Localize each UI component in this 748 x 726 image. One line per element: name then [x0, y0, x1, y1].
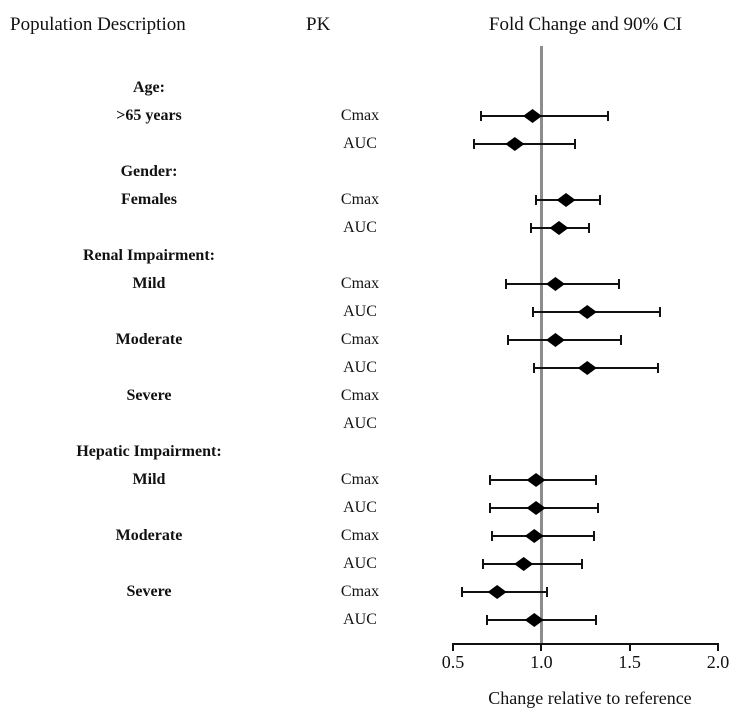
- population-label: Moderate: [115, 527, 183, 544]
- ci-cap: [485, 615, 488, 625]
- pk-label: AUC: [343, 359, 377, 376]
- population-label: Mild: [132, 275, 166, 292]
- x-axis-tick: [540, 643, 543, 651]
- pk-label: AUC: [343, 499, 377, 516]
- point-estimate-diamond: [549, 221, 569, 235]
- point-estimate-diamond: [526, 473, 546, 487]
- ci-cap: [595, 475, 598, 485]
- ci-cap: [490, 531, 493, 541]
- pk-label: Cmax: [340, 107, 380, 124]
- pk-label: Cmax: [340, 331, 380, 348]
- ci-error-bar: [481, 115, 609, 117]
- pk-label: Cmax: [340, 387, 380, 404]
- ci-cap: [545, 587, 548, 597]
- point-estimate-diamond: [523, 109, 542, 123]
- population-label: Severe: [126, 583, 172, 600]
- pk-label: AUC: [343, 611, 377, 628]
- ci-cap: [595, 615, 598, 625]
- population-label: >65 years: [116, 107, 182, 124]
- group-header-label: Renal Impairment:: [83, 247, 215, 264]
- point-estimate-diamond: [487, 585, 507, 599]
- point-estimate-diamond: [545, 333, 565, 347]
- ci-cap: [598, 195, 601, 205]
- ci-cap: [573, 139, 576, 149]
- x-axis-tick: [452, 643, 454, 651]
- ci-cap: [529, 223, 532, 233]
- point-estimate-diamond: [556, 193, 576, 207]
- ci-cap: [607, 111, 610, 121]
- ci-cap: [658, 307, 661, 317]
- ci-cap: [618, 279, 621, 289]
- x-axis-tick-label: 2.0: [706, 652, 730, 672]
- ci-cap: [596, 503, 599, 513]
- ci-cap: [505, 279, 507, 289]
- x-axis-tick-label: 1.5: [618, 652, 641, 672]
- ci-cap: [588, 223, 591, 233]
- pk-column-header: PK: [306, 14, 331, 35]
- population-label: Females: [121, 191, 177, 208]
- point-estimate-diamond: [514, 557, 534, 571]
- point-estimate-diamond: [526, 501, 546, 515]
- group-header-label: Age:: [133, 79, 165, 96]
- ci-cap: [619, 335, 622, 345]
- point-estimate-diamond: [524, 529, 544, 543]
- x-axis-tick: [628, 643, 631, 651]
- ci-cap: [531, 307, 534, 317]
- pk-label: Cmax: [340, 191, 380, 208]
- point-estimate-diamond: [545, 277, 565, 291]
- ci-cap: [489, 503, 492, 513]
- population-label: Mild: [132, 471, 166, 488]
- ci-cap: [482, 559, 485, 569]
- point-estimate-diamond: [524, 613, 544, 627]
- reference-line: [539, 46, 543, 643]
- ci-cap: [580, 559, 583, 569]
- pk-label: Cmax: [340, 471, 380, 488]
- ci-cap: [506, 335, 509, 345]
- ci-cap: [460, 587, 463, 597]
- ci-cap: [489, 475, 492, 485]
- x-axis-tick-label: 1.0: [530, 652, 553, 672]
- pk-label: AUC: [343, 415, 377, 432]
- point-estimate-diamond: [577, 305, 597, 319]
- pk-label: Cmax: [340, 275, 380, 292]
- x-axis-tick-label: 0.5: [441, 652, 465, 672]
- pk-label: AUC: [343, 555, 377, 572]
- ci-cap: [535, 195, 538, 205]
- point-estimate-diamond: [577, 361, 597, 375]
- pk-label: AUC: [343, 135, 377, 152]
- pk-label: Cmax: [340, 583, 380, 600]
- group-header-label: Gender:: [120, 163, 178, 180]
- population-column-header: Population Description: [10, 14, 186, 35]
- pk-label: Cmax: [340, 527, 380, 544]
- ci-cap: [533, 363, 536, 373]
- plot-column-header: Fold Change and 90% CI: [488, 14, 683, 35]
- point-estimate-diamond: [505, 137, 525, 151]
- x-axis-label: Change relative to reference: [488, 688, 692, 708]
- x-axis-line: [453, 643, 718, 645]
- ci-error-bar: [474, 143, 575, 145]
- x-axis-tick: [717, 643, 719, 651]
- ci-cap: [593, 531, 596, 541]
- group-header-label: Hepatic Impairment:: [76, 443, 222, 460]
- population-label: Severe: [126, 387, 172, 404]
- ci-cap: [480, 111, 483, 121]
- ci-cap: [656, 363, 659, 373]
- pk-label: AUC: [343, 303, 377, 320]
- pk-label: AUC: [343, 219, 377, 236]
- population-label: Moderate: [115, 331, 183, 348]
- ci-cap: [473, 139, 476, 149]
